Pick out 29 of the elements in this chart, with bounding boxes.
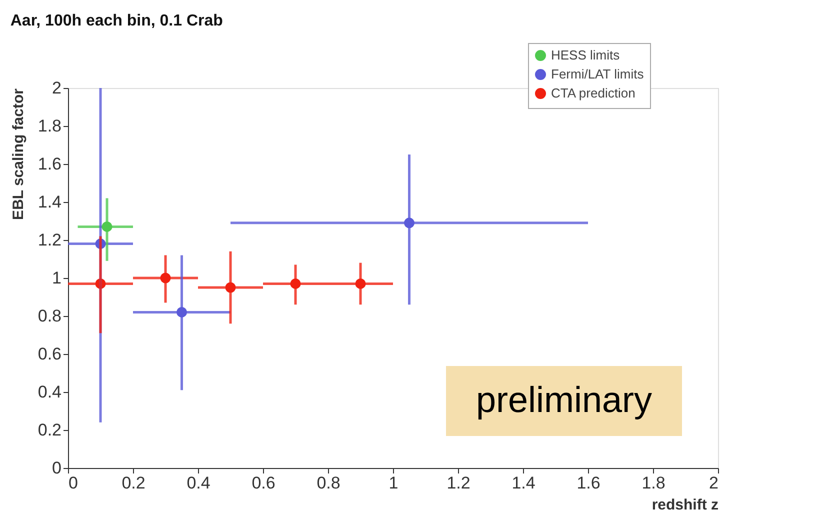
legend-label: Fermi/LAT limits: [551, 66, 644, 82]
x-tick-label: 0.2: [122, 474, 146, 492]
x-tick-label: 1.4: [512, 474, 536, 492]
y-tick-label: 1.6: [38, 154, 62, 174]
x-tick-label: 1.2: [446, 474, 470, 492]
legend-label: HESS limits: [551, 48, 620, 62]
x-tick-label: 1: [388, 474, 398, 492]
y-tick-label: 0.8: [38, 306, 62, 326]
chart-title: Aar, 100h each bin, 0.1 Crab: [10, 12, 224, 30]
x-tick-label: 0.4: [186, 474, 210, 492]
y-tick-label: 1: [52, 268, 62, 288]
y-tick-label: 1.8: [38, 116, 62, 136]
x-tick-label: 0.8: [316, 474, 340, 492]
y-tick-label: 1.2: [38, 230, 62, 250]
y-tick-label: 1.4: [38, 192, 62, 212]
x-tick-label: 0.6: [252, 474, 276, 492]
x-axis-title: redshift z: [652, 496, 718, 514]
y-tick-label: 0: [52, 458, 62, 478]
x-tick-label: 1.6: [576, 474, 600, 492]
y-axis-title: EBL scaling factor: [10, 88, 27, 220]
x-tick-label: 2: [709, 474, 718, 492]
x-tick-label: 1.8: [642, 474, 666, 492]
legend-label: CTA prediction: [551, 86, 636, 100]
x-tick-label: 0: [68, 474, 78, 492]
y-tick-label: 0.2: [38, 420, 62, 440]
y-tick-label: 2: [52, 78, 62, 98]
y-tick-label: 0.6: [38, 344, 62, 364]
y-tick-label: 0.4: [38, 382, 62, 402]
annotation: preliminary: [476, 379, 652, 420]
